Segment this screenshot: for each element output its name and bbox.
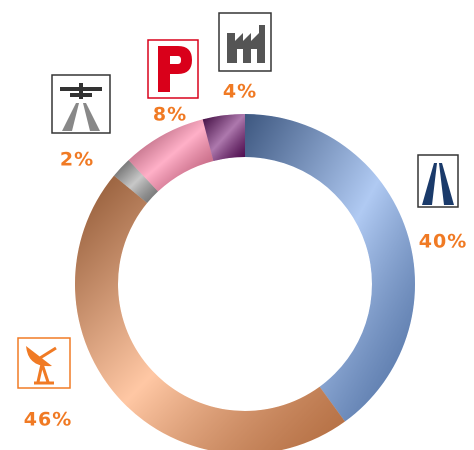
value-label: 4%: [223, 81, 257, 103]
factory-icon: [218, 12, 272, 72]
labels: 40% 46% 2% 8% 4%: [24, 81, 467, 431]
airport-icon: [51, 74, 111, 134]
slice-shade: [202, 114, 245, 161]
slice-shade: [75, 175, 345, 450]
satellite-icon: [17, 337, 71, 389]
value-label: 8%: [153, 104, 187, 126]
value-label: 2%: [60, 149, 94, 171]
value-label: 40%: [419, 231, 467, 253]
slice-shade: [114, 160, 159, 204]
value-label: 46%: [24, 409, 72, 431]
parking-icon: [147, 39, 199, 99]
slice-shade: [128, 119, 214, 192]
slices: [75, 114, 415, 450]
slice-shade: [245, 114, 415, 422]
road-icon: [417, 154, 459, 208]
